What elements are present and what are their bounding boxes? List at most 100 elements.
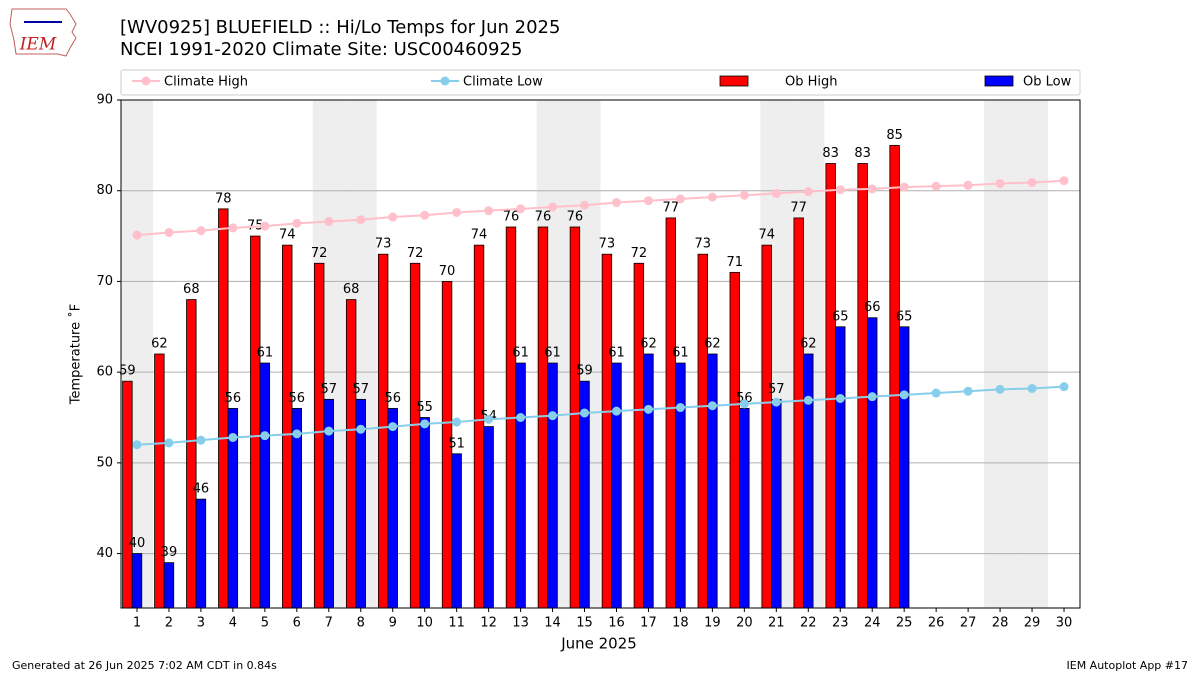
x-tick-label: 21 (768, 616, 785, 631)
x-tick-label: 23 (832, 616, 849, 631)
data-label: 56 (225, 391, 242, 406)
marker (867, 184, 877, 194)
data-label: 77 (790, 200, 807, 215)
data-label: 61 (544, 346, 561, 361)
y-tick-label: 90 (96, 93, 113, 108)
bar (739, 408, 750, 609)
y-axis-label: Temperature ˚F (68, 304, 84, 405)
marker (548, 411, 558, 421)
x-tick-label: 19 (704, 616, 721, 631)
data-label: 59 (119, 364, 136, 379)
data-label: 72 (311, 246, 328, 261)
shade-band (984, 100, 1017, 608)
marker (484, 414, 494, 424)
data-label: 83 (854, 146, 871, 161)
bar (282, 244, 293, 609)
marker (516, 204, 526, 214)
bar (259, 362, 271, 609)
bar (387, 408, 398, 609)
marker (420, 419, 430, 429)
data-label: 55 (416, 400, 433, 415)
x-axis-label: June 2025 (560, 635, 637, 653)
logo-text: IEM (19, 35, 57, 55)
x-tick-label: 16 (608, 616, 625, 631)
data-label: 77 (663, 200, 680, 215)
data-label: 62 (151, 337, 168, 352)
marker (260, 221, 270, 231)
bar (537, 226, 549, 609)
plot-frame (120, 99, 1081, 609)
bar (898, 326, 910, 609)
marker (835, 393, 845, 403)
marker (484, 206, 494, 216)
marker (452, 417, 462, 427)
x-tick-label: 30 (1056, 616, 1073, 631)
data-label: 61 (512, 346, 529, 361)
x-tick-label: 3 (197, 616, 205, 631)
data-label: 83 (822, 146, 839, 161)
data-label: 57 (321, 382, 338, 397)
data-label: 68 (183, 282, 200, 297)
x-tick-label: 4 (229, 616, 237, 631)
x-tick-label: 24 (864, 616, 881, 631)
bar (569, 226, 581, 609)
legend-label: Climate Low (463, 75, 543, 90)
bar (377, 253, 389, 609)
marker (899, 390, 909, 400)
marker (388, 422, 398, 432)
data-label: 74 (279, 228, 296, 243)
legend-label: Climate High (164, 75, 248, 90)
chart-title: [WV0925] BLUEFIELD :: Hi/Lo Temps for Ju… (120, 17, 560, 38)
marker (164, 227, 174, 237)
bar (761, 244, 772, 609)
bar (345, 299, 357, 609)
marker (867, 392, 877, 402)
bar (771, 398, 782, 609)
bar (825, 163, 836, 609)
marker (803, 395, 813, 405)
bar (857, 163, 868, 609)
x-tick-label: 11 (448, 616, 465, 631)
marker (580, 200, 590, 210)
marker (164, 438, 174, 448)
marker (899, 182, 909, 192)
marker (771, 397, 781, 407)
legend-box (120, 69, 1081, 96)
chart-subtitle: NCEI 1991-2020 Climate Site: USC00460925 (120, 39, 522, 60)
bar (515, 362, 526, 609)
y-tick-label: 40 (96, 546, 113, 561)
marker (452, 207, 462, 217)
data-label: 73 (695, 237, 712, 252)
bar (889, 144, 900, 609)
marker (995, 178, 1005, 188)
legend-swatch (984, 75, 1014, 87)
data-label: 70 (439, 264, 456, 279)
marker (835, 185, 845, 195)
marker (803, 187, 813, 197)
legend-label: Ob High (785, 75, 838, 90)
bar (154, 353, 165, 609)
y-tick-label: 80 (96, 183, 113, 198)
bar (729, 271, 740, 609)
data-label: 74 (471, 228, 488, 243)
bar (483, 426, 494, 609)
data-label: 39 (161, 545, 178, 560)
bar (419, 417, 430, 609)
marker (675, 403, 685, 413)
marker (707, 192, 717, 202)
data-label: 61 (257, 346, 274, 361)
x-tick-label: 12 (480, 616, 497, 631)
x-tick-label: 26 (928, 616, 945, 631)
x-tick-label: 27 (960, 616, 977, 631)
data-label: 71 (726, 255, 743, 270)
logo: IEM (9, 8, 77, 57)
data-label: 72 (631, 246, 648, 261)
bar (250, 235, 261, 609)
marker (292, 218, 302, 228)
marker (963, 386, 973, 396)
x-tick-label: 6 (293, 616, 301, 631)
bar (451, 453, 462, 609)
line (136, 385, 1065, 446)
